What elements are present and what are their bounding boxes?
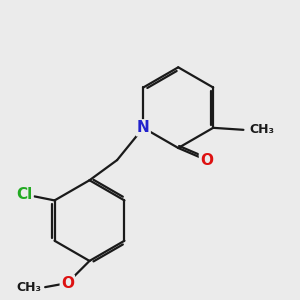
Text: CH₃: CH₃ [16, 280, 41, 294]
Text: CH₃: CH₃ [250, 123, 274, 136]
Text: O: O [61, 276, 74, 291]
Text: N: N [137, 120, 150, 135]
Text: O: O [200, 153, 213, 168]
Text: Cl: Cl [16, 187, 32, 202]
